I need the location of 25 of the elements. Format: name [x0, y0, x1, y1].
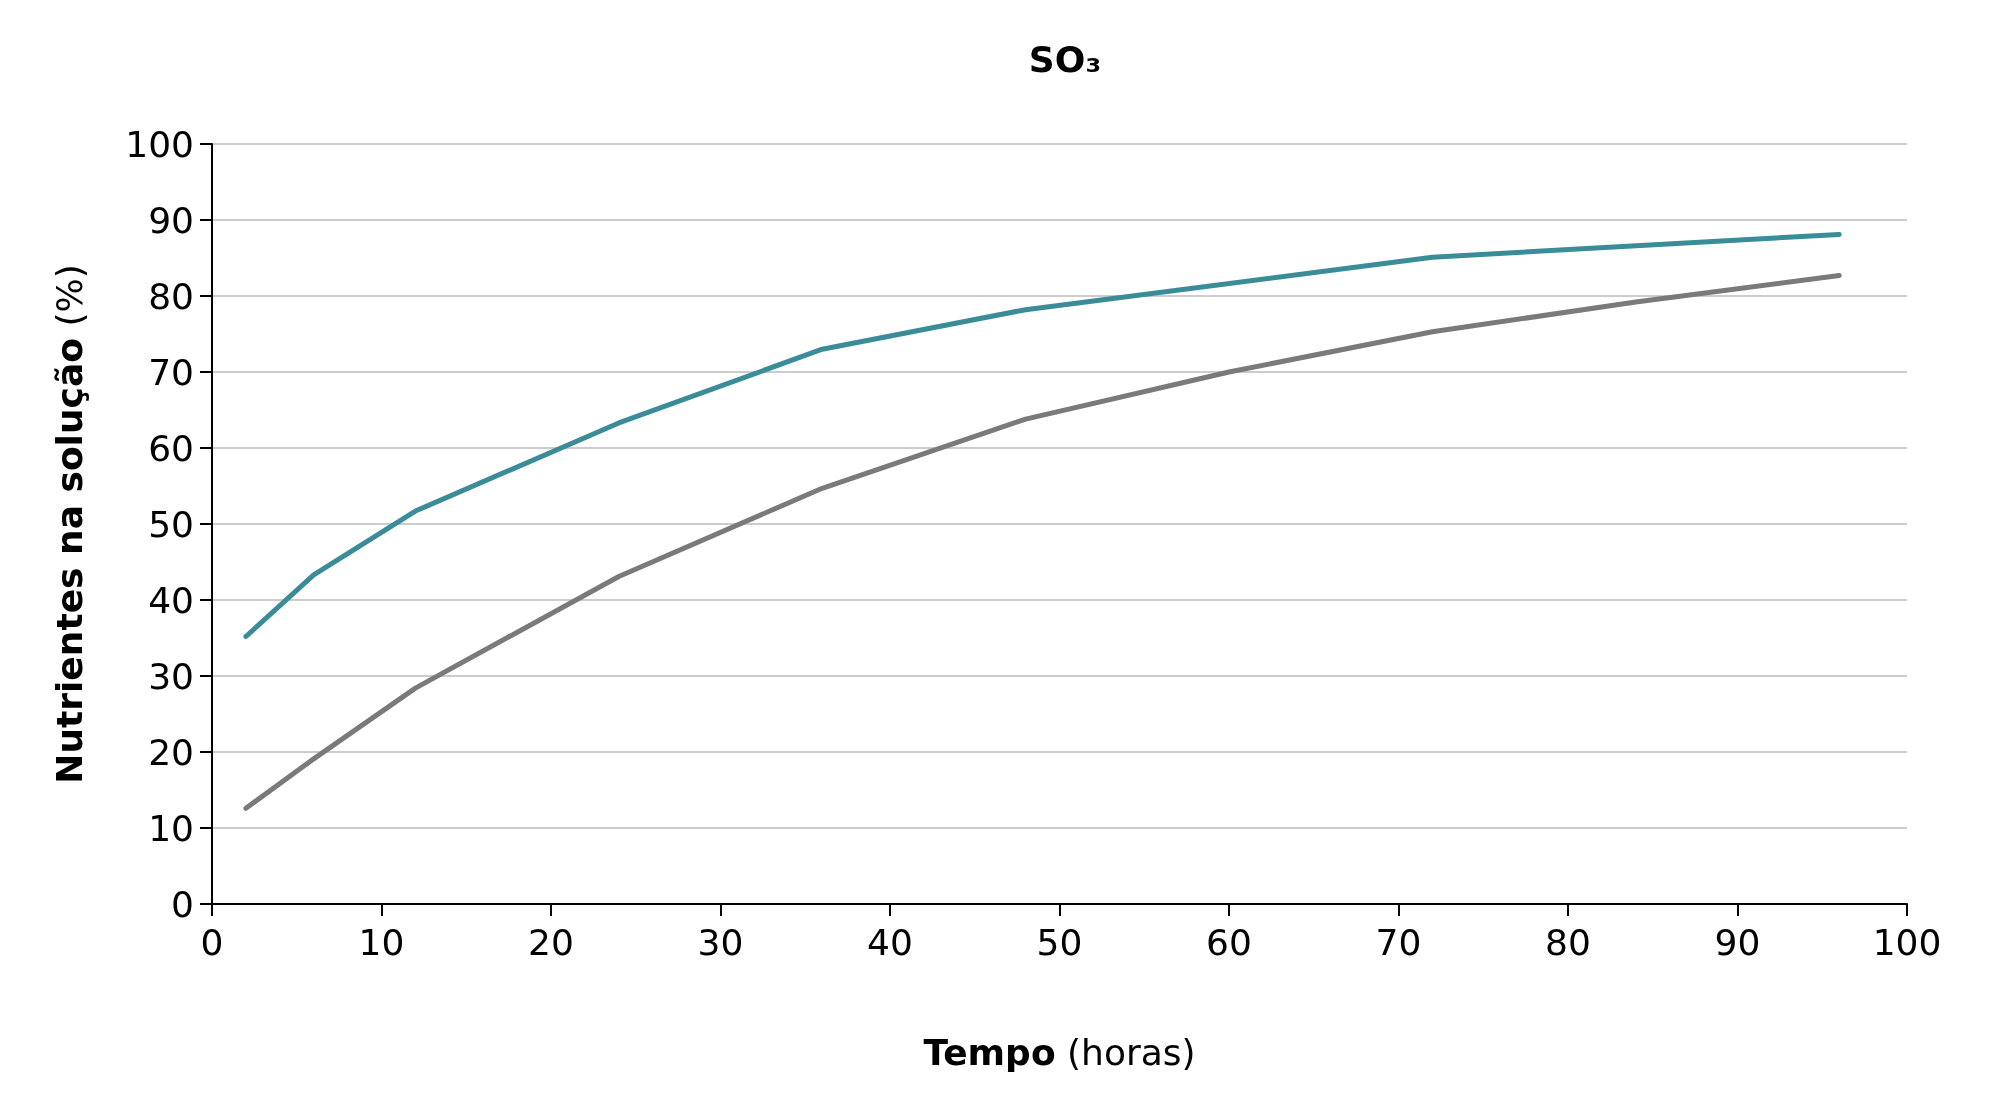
- x-tick-label: 60: [1206, 921, 1252, 963]
- x-tick-label: 30: [697, 921, 744, 963]
- x-tick-label: 80: [1545, 921, 1591, 963]
- x-tick-label: 10: [358, 921, 405, 963]
- x-tick-label: 50: [1036, 921, 1083, 963]
- x-tick-label: 20: [528, 921, 574, 963]
- y-tick-label: 0: [171, 883, 194, 925]
- x-axis-title: Tempo (horas): [923, 1031, 1196, 1073]
- x-tick-label: 70: [1375, 921, 1422, 963]
- y-tick-label: 50: [148, 503, 194, 545]
- x-tick-label: 100: [1872, 921, 1942, 963]
- y-tick-label: 30: [148, 655, 194, 697]
- y-tick-label: 10: [148, 807, 194, 849]
- x-tick-label: 90: [1714, 921, 1761, 963]
- y-tick-label: 100: [125, 123, 194, 165]
- x-tick-label: 40: [867, 921, 913, 963]
- y-axis-title: Nutrientes na solução (%): [48, 264, 90, 784]
- chart-title: SO₃: [1028, 38, 1102, 80]
- x-tick-label: 0: [200, 921, 224, 963]
- y-tick-label: 80: [148, 275, 194, 317]
- y-tick-label: 40: [148, 579, 194, 621]
- y-tick-label: 90: [148, 199, 194, 241]
- y-tick-label: 60: [148, 427, 194, 469]
- y-tick-label: 20: [148, 731, 194, 773]
- y-tick-label: 70: [148, 351, 194, 393]
